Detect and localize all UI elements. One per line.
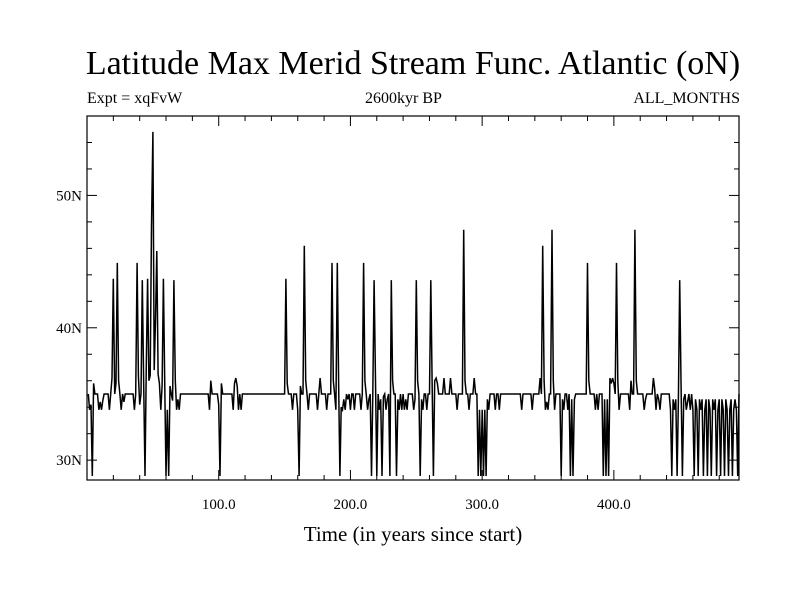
y-tick-label: 30N xyxy=(56,453,82,469)
x-tick-label: 100.0 xyxy=(202,497,236,513)
x-tick-label: 300.0 xyxy=(465,497,499,513)
x-tick-label: 400.0 xyxy=(597,497,631,513)
y-tick-label: 50N xyxy=(56,188,82,204)
months-label: ALL_MONTHS xyxy=(633,90,740,107)
axis-ticks xyxy=(87,115,739,480)
axis-tick-labels: 100.0 200.0 300.0 400.0 30N 40N 50N xyxy=(56,188,631,513)
experiment-label: Expt = xqFvW xyxy=(87,90,183,107)
plot-frame xyxy=(86,115,740,481)
series-line xyxy=(87,131,740,477)
y-tick-label: 40N xyxy=(56,321,82,337)
x-tick-label: 200.0 xyxy=(334,497,368,513)
x-axis-label: Time (in years since start) xyxy=(304,522,523,546)
chart-title: Latitude Max Merid Stream Func. Atlantic… xyxy=(85,45,741,82)
period-label: 2600kyr BP xyxy=(365,90,442,107)
